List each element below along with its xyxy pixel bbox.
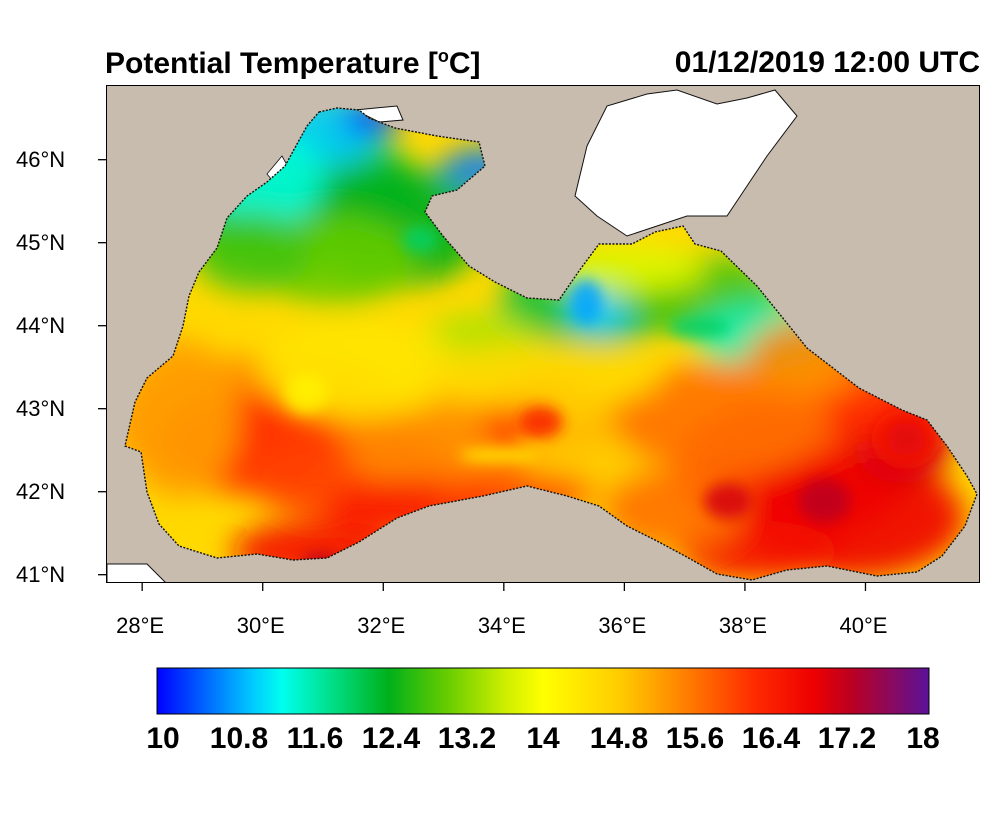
temperature-eddy — [283, 373, 328, 414]
figure-title: Potential Temperature [oC] — [105, 46, 481, 81]
dnieper-estuary-region — [353, 105, 404, 123]
colorbar-gradient — [156, 667, 930, 715]
lon-tick-label: 38°E — [718, 613, 767, 638]
temperature-eddy — [300, 553, 341, 574]
map-panel — [106, 85, 980, 583]
temperature-eddy — [402, 225, 439, 254]
temperature-patch — [746, 319, 867, 400]
temperature-patch — [603, 469, 744, 550]
lon-tick-label: 32°E — [357, 613, 406, 638]
temperature-patch — [436, 472, 597, 513]
colorbar-tick-label: 14.8 — [589, 722, 649, 755]
lon-tick-label: 36°E — [598, 613, 647, 638]
colorbar-tick-label: 17.2 — [817, 722, 877, 755]
colorbar-tick-label: 13.2 — [437, 722, 497, 755]
lon-tick-label: 40°E — [839, 613, 888, 638]
marmara-sea-region — [107, 563, 166, 582]
colorbar-tick-label: 16.4 — [741, 722, 801, 755]
lat-tick-label: 43°N — [16, 395, 66, 421]
temperature-eddy — [667, 316, 728, 337]
colorbar — [156, 667, 930, 715]
temperature-eddy — [518, 406, 563, 439]
lat-tick-label: 46°N — [16, 146, 66, 172]
lat-tick-label: 44°N — [16, 312, 66, 338]
lat-tick-label: 45°N — [16, 229, 66, 255]
temperature-eddy — [703, 483, 752, 519]
temperature-eddy — [458, 449, 539, 462]
lon-tick-label: 34°E — [477, 613, 526, 638]
timestamp: 01/12/2019 12:00 UTC — [674, 46, 980, 79]
colorbar-tick-label: 12.4 — [361, 722, 421, 755]
title-main-text: Potential Temperature [ — [105, 47, 438, 80]
temperature-patch — [420, 341, 661, 412]
coastline — [124, 107, 978, 581]
lat-tick-label: 41°N — [16, 561, 66, 587]
colorbar-tick-label: 18 — [906, 722, 940, 755]
colorbar-tick-label: 10 — [146, 722, 180, 755]
map-plot — [107, 89, 978, 582]
colorbar-tick-label: 14 — [526, 722, 560, 755]
temperature-eddy — [798, 479, 851, 523]
colorbar-tick-label: 11.6 — [286, 722, 344, 755]
temperature-eddies — [283, 225, 940, 574]
temperature-eddy — [871, 408, 940, 469]
temperature-patch — [203, 127, 324, 228]
temperature-eddy — [570, 279, 603, 324]
temperature-patch — [125, 338, 240, 498]
temperature-patch — [191, 212, 312, 292]
lat-tick-label: 42°N — [16, 478, 66, 504]
degree-symbol: o — [437, 46, 449, 66]
azov-sea-region — [574, 89, 798, 237]
lon-tick-label: 28°E — [116, 613, 165, 638]
colorbar-tick-label: 15.6 — [665, 722, 725, 755]
title-unit-text: C] — [448, 47, 481, 80]
colorbar-tick-label: 10.8 — [209, 722, 269, 755]
lon-tick-label: 30°E — [236, 613, 285, 638]
